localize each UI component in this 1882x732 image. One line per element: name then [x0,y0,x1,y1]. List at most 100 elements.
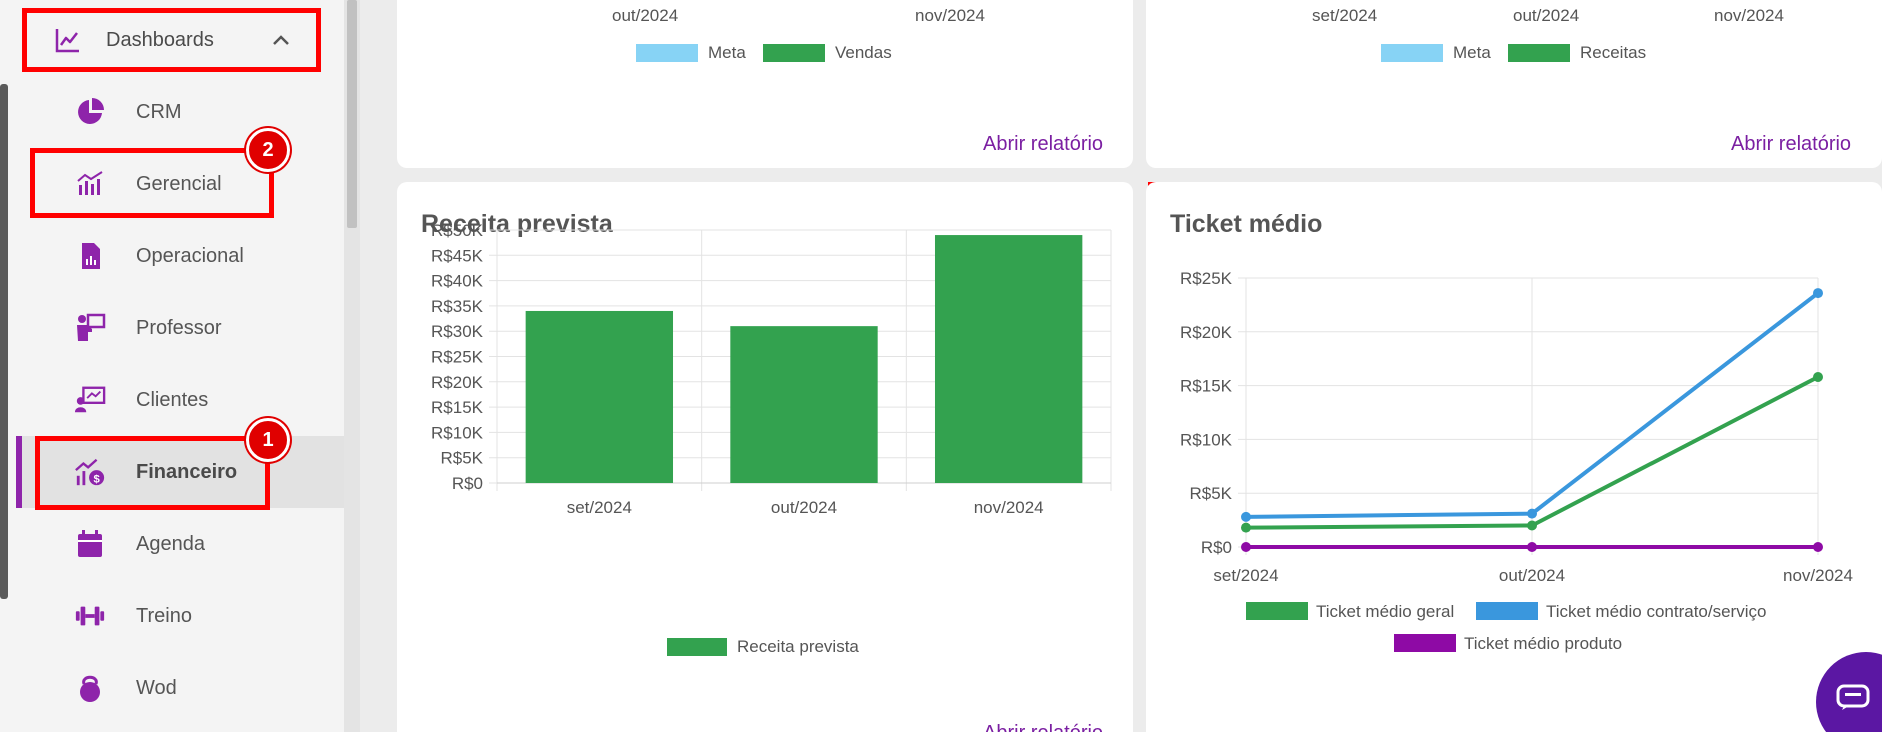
card-ticket-medio: Ticket médio R$0 R$5K R$10K R$15K R$20K R$25K… [1146,182,1882,732]
outer-scrollbar-thumb[interactable] [0,84,8,599]
y-tick-label: R$0 [1201,538,1232,557]
card-title: Ticket médio [1170,210,1323,238]
sidebar-item-label: Agenda [136,532,205,555]
x-tick-label: nov/2024 [974,498,1044,517]
data-point [1813,542,1823,552]
data-point [1241,542,1251,552]
legend-label: Ticket médio geral [1316,602,1454,621]
sidebar-section-label: Dashboards [106,28,214,51]
x-tick-label: out/2024 [1499,566,1565,585]
card-receitas: set/2024 out/2024 nov/2024 Meta Receitas… [1146,0,1882,168]
card-title: Receita prevista [421,210,613,238]
sidebar-item-label: Professor [136,316,222,339]
line-chart-icon [55,29,79,53]
x-tick-label: set/2024 [567,498,632,517]
legend-swatch [1381,44,1443,62]
y-tick-label: R$5K [1189,484,1232,503]
legend-swatch [636,44,698,62]
sidebar-item-agenda[interactable]: Agenda [16,508,344,580]
sidebar-item-wod[interactable]: Wod [16,652,344,724]
legend-swatch [1476,602,1538,620]
sidebar-item-label: Clientes [136,388,209,411]
y-tick-label: R$30K [431,322,484,341]
open-report-link[interactable]: Abrir relatório [983,133,1104,155]
y-tick-label: R$15K [1180,377,1233,396]
sidebar-item-financeiro[interactable]: $ Financeiro [16,436,344,508]
y-tick-label: R$25K [431,348,484,367]
open-report-link[interactable]: Abrir relatório [983,722,1103,732]
x-tick-label: set/2024 [1213,566,1278,585]
sidebar-item-professor[interactable]: Professor [16,292,344,364]
legend-label: Receitas [1580,43,1647,62]
sidebar-item-gerencial[interactable]: Gerencial [16,148,344,220]
legend-item-receitas[interactable]: Receitas [1508,43,1646,63]
sidebar-item-label: Wod [136,676,177,699]
pie-chart-icon [74,96,106,128]
legend-swatch [1246,602,1308,620]
y-tick-label: R$40K [431,272,484,291]
legend-item-meta[interactable]: Meta [636,43,746,63]
y-tick-label: R$35K [431,297,484,316]
annotation-badge-1: 1 [246,418,290,462]
data-point [1527,520,1537,531]
sidebar-item-label: Financeiro [136,460,238,483]
legend-label: Meta [708,43,746,62]
annotation-badge-2: 2 [246,128,290,172]
sidebar-section-dashboards[interactable]: Dashboards [16,8,344,72]
presentation-user-icon [74,384,106,416]
sidebar-scrollbar-thumb[interactable] [347,0,357,228]
card-receita-prevista: Receita prevista R$0 R$5K R$10K R$15K R$20K R… [397,182,1133,732]
x-tick-label: nov/2024 [1783,566,1853,585]
y-tick-label: R$20K [1180,323,1233,342]
x-tick-label: out/2024 [612,6,679,25]
bar [934,235,1083,483]
y-tick-label: R$0 [452,474,483,493]
y-tick-label: R$25K [1180,269,1233,288]
y-tick-label: R$5K [440,449,483,468]
bar-chart-trend-icon [74,168,106,200]
chat-icon [1836,684,1870,710]
x-tick-label: nov/2024 [1714,6,1784,25]
data-point [1813,288,1823,299]
open-report-link[interactable]: Abrir relatório [1731,133,1852,155]
sidebar-item-label: Gerencial [136,172,222,195]
window-edge [0,0,16,732]
legend-label: Vendas [835,43,892,62]
legend-label: Ticket médio produto [1464,634,1622,653]
sidebar-item-label: Treino [136,604,192,627]
legend-item-vendas[interactable]: Vendas [763,43,892,63]
legend-item-meta[interactable]: Meta [1381,43,1491,63]
svg-text:$: $ [93,473,100,485]
chevron-up-icon[interactable] [271,30,291,50]
card-vendas: out/2024 nov/2024 Meta Vendas Abrir rela… [397,0,1133,168]
x-tick-label: nov/2024 [915,6,985,25]
data-point [1813,371,1823,382]
chat-button[interactable] [1816,652,1882,732]
x-tick-label: out/2024 [1513,6,1580,25]
legend-swatch [763,44,825,62]
calendar-icon [74,528,106,560]
data-point [1527,508,1537,519]
teacher-icon [74,312,106,344]
report-file-icon [74,240,106,272]
finance-chart-coin-icon: $ [74,456,106,488]
legend-label: Receita prevista [737,637,859,656]
sidebar-item-clientes[interactable]: Clientes [16,364,344,436]
data-point [1241,522,1251,533]
sidebar-item-treino[interactable]: Treino [16,580,344,652]
legend-swatch [667,638,727,656]
sidebar-item-crm[interactable]: CRM [16,76,344,148]
receita-prevista-chart: R$0 R$5K R$10K R$15K R$20K R$25K R$30K R$35K R$4… [431,221,1112,656]
legend-label: Meta [1453,43,1491,62]
sidebar: Dashboards CRM Gerencial Operacional Pro… [16,0,344,732]
sidebar-item-operacional[interactable]: Operacional [16,220,344,292]
data-point [1241,511,1251,522]
y-tick-label: R$10K [1180,430,1233,449]
x-tick-label: out/2024 [771,498,837,517]
legend-label: Ticket médio contrato/serviço [1546,602,1766,621]
bar [730,326,878,483]
sidebar-item-label: Operacional [136,244,244,267]
bar [525,310,674,483]
y-tick-label: R$10K [431,423,484,442]
sidebar-scrollbar[interactable] [344,0,360,732]
